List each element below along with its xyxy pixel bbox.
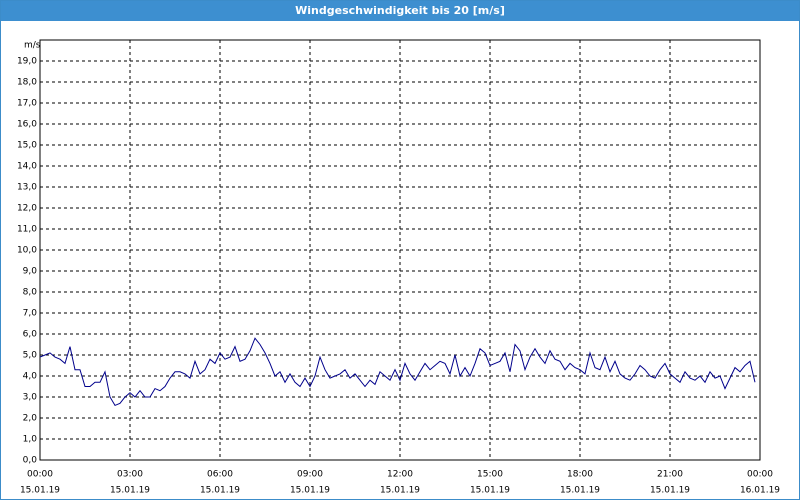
y-tick-label: 15,0 [17, 141, 37, 151]
y-tick-label: 14,0 [17, 162, 37, 172]
wind-line [39, 337, 756, 407]
y-tick-label: 8,0 [23, 288, 38, 298]
x-tick-date: 15.01.19 [200, 486, 240, 496]
y-tick-label: 12,0 [17, 204, 37, 214]
x-tick-date: 16.01.19 [740, 486, 780, 496]
plot-frame [39, 39, 761, 461]
y-tick-label: 1,0 [23, 435, 38, 445]
x-tick-date: 15.01.19 [20, 486, 60, 496]
x-tick-label: 21:00 [657, 470, 683, 480]
x-tick-date: 15.01.19 [290, 486, 330, 496]
y-unit-label: m/s [24, 41, 41, 51]
y-tick-label: 17,0 [17, 99, 37, 109]
y-tick-label: 5,0 [23, 351, 38, 361]
y-tick-label: 2,0 [23, 414, 38, 424]
x-tick-date: 15.01.19 [650, 486, 690, 496]
x-tick-label: 12:00 [387, 470, 413, 480]
x-tick-label: 06:00 [207, 470, 233, 480]
y-tick-label: 4,0 [23, 372, 38, 382]
y-tick-label: 0,0 [23, 456, 38, 466]
y-tick-label: 16,0 [17, 120, 37, 130]
x-tick-label: 00:00 [747, 470, 773, 480]
y-tick-label: 11,0 [17, 225, 37, 235]
y-tick-label: 3,0 [23, 393, 38, 403]
y-tick-label: 7,0 [23, 309, 38, 319]
y-tick-label: 9,0 [23, 267, 38, 277]
x-tick-date: 15.01.19 [470, 486, 510, 496]
x-tick-label: 18:00 [567, 470, 593, 480]
y-tick-label: 13,0 [17, 183, 37, 193]
x-tick-date: 15.01.19 [110, 486, 150, 496]
x-tick-label: 03:00 [117, 470, 143, 480]
x-tick-label: 09:00 [297, 470, 323, 480]
y-tick-label: 6,0 [23, 330, 38, 340]
y-tick-label: 19,0 [17, 57, 37, 67]
y-tick-label: 10,0 [17, 246, 37, 256]
x-tick-label: 15:00 [477, 470, 503, 480]
title-bar: Windgeschwindigkeit bis 20 [m/s] [1, 1, 799, 21]
x-tick-date: 15.01.19 [380, 486, 420, 496]
y-tick-label: 18,0 [17, 78, 37, 88]
x-tick-label: 00:00 [27, 470, 53, 480]
x-tick-date: 15.01.19 [560, 486, 600, 496]
